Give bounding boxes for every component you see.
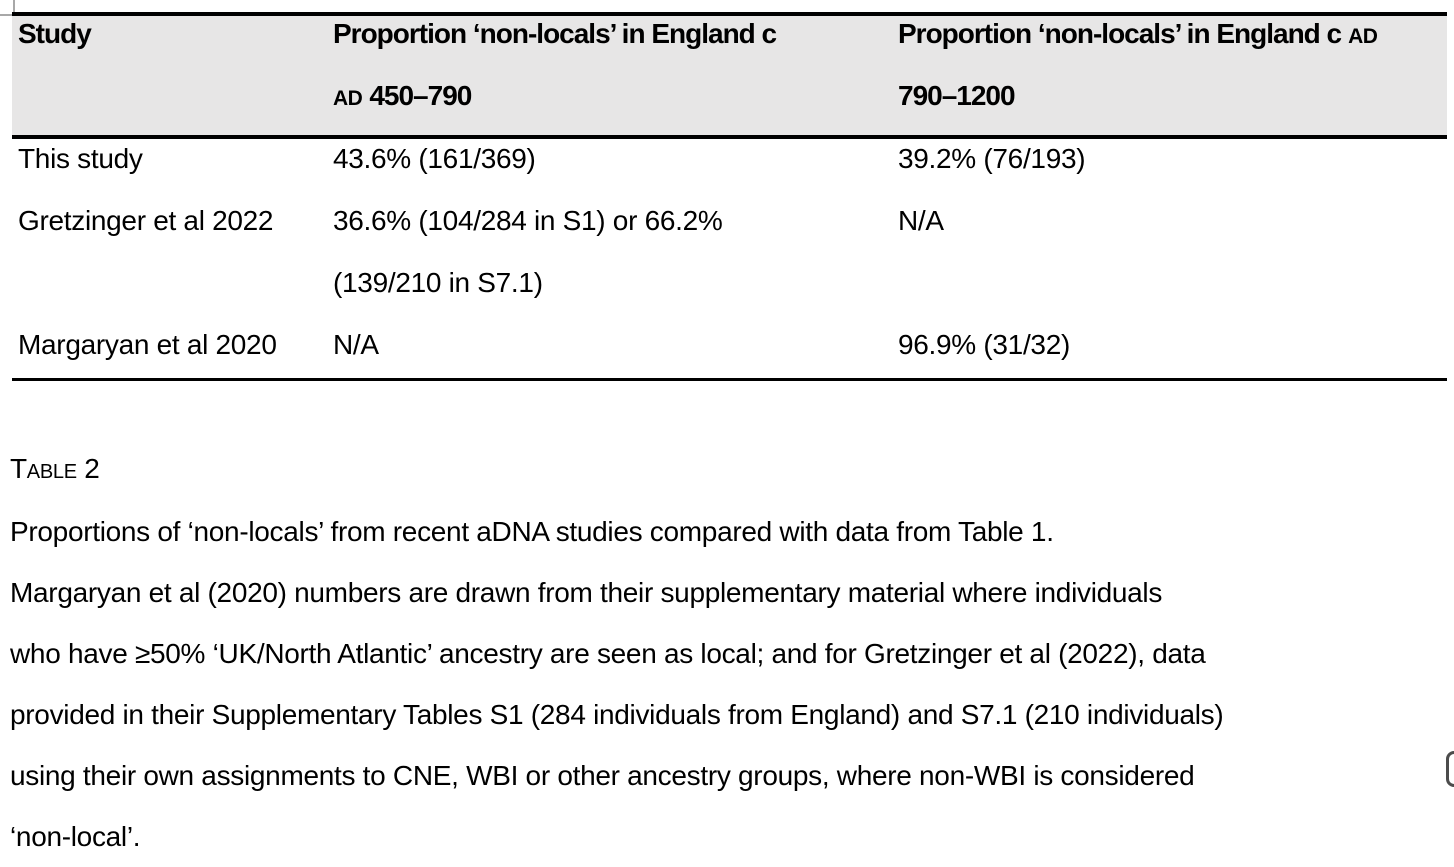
table-header-background [12, 16, 1447, 135]
caption-line: using their own assignments to CNE, WBI … [10, 760, 1195, 791]
caption-line: Margaryan et al (2020) numbers are drawn… [10, 577, 1163, 608]
header-study-label: Study [18, 18, 92, 49]
row1-period2-value: 39.2% (76/193) [898, 143, 1086, 174]
caption-line: who have ≥50% ‘UK/North Atlantic’ ancest… [10, 638, 1206, 669]
header-period2-line1: Proportion ‘non-locals’ in England c AD [898, 3, 1447, 65]
row2-period1-value-line2: (139/210 in S7.1) [333, 267, 543, 298]
comment-anchor-icon[interactable] [1446, 751, 1454, 787]
caption-line: ‘non-local’. [10, 821, 141, 852]
table-row: This study 43.6% (161/369) 39.2% (76/193… [12, 128, 1447, 190]
row1-period1-value: 43.6% (161/369) [333, 143, 536, 174]
row3-period2-value: 96.9% (31/32) [898, 329, 1070, 360]
header-cell-period-1: Proportion ‘non-locals’ in England c AD 4… [333, 3, 898, 127]
header-period1-line1: Proportion ‘non-locals’ in England c [333, 18, 777, 49]
table-header-rule [12, 135, 1447, 139]
header-cell-period-2: Proportion ‘non-locals’ in England c AD 7… [898, 3, 1447, 127]
row3-study: Margaryan et al 2020 [18, 329, 277, 360]
table-body: This study 43.6% (161/369) 39.2% (76/193… [12, 128, 1447, 376]
table-header-row: Study Proportion ‘non-locals’ in England… [12, 3, 1447, 127]
caption-line: provided in their Supplementary Tables S… [10, 699, 1224, 730]
header-period1-range: 450–790 [369, 80, 472, 111]
table-top-rule [12, 12, 1447, 16]
row2-period1-value-line1: 36.6% (104/284 in S1) or 66.2% [333, 205, 723, 236]
header-period2-line2: 790–1200 [898, 80, 1016, 111]
table-bottom-rule [12, 378, 1447, 381]
caption-line: Proportions of ‘non-locals’ from recent … [10, 516, 1054, 547]
table-select-handle-icon[interactable] [0, 0, 15, 16]
header-period2-text: Proportion ‘non-locals’ in England c [898, 18, 1342, 49]
row1-study: This study [18, 143, 143, 174]
table-caption-label: Table 2 [10, 453, 100, 484]
row2-period2-value: N/A [898, 205, 944, 236]
table-row: Margaryan et al 2020 N/A 96.9% (31/32) [12, 314, 1447, 376]
table-caption-text: Proportions of ‘non-locals’ from recent … [10, 501, 1454, 867]
row2-study: Gretzinger et al 2022 [18, 205, 274, 236]
ad-smallcaps-label: AD [333, 87, 363, 110]
table-row: Gretzinger et al 2022 36.6% (104/284 in … [12, 190, 1447, 314]
header-cell-study: Study [12, 3, 333, 127]
header-period1-line2: AD 450–790 [333, 65, 898, 127]
row3-period1-value: N/A [333, 329, 379, 360]
ad-smallcaps-label: AD [1348, 25, 1378, 48]
